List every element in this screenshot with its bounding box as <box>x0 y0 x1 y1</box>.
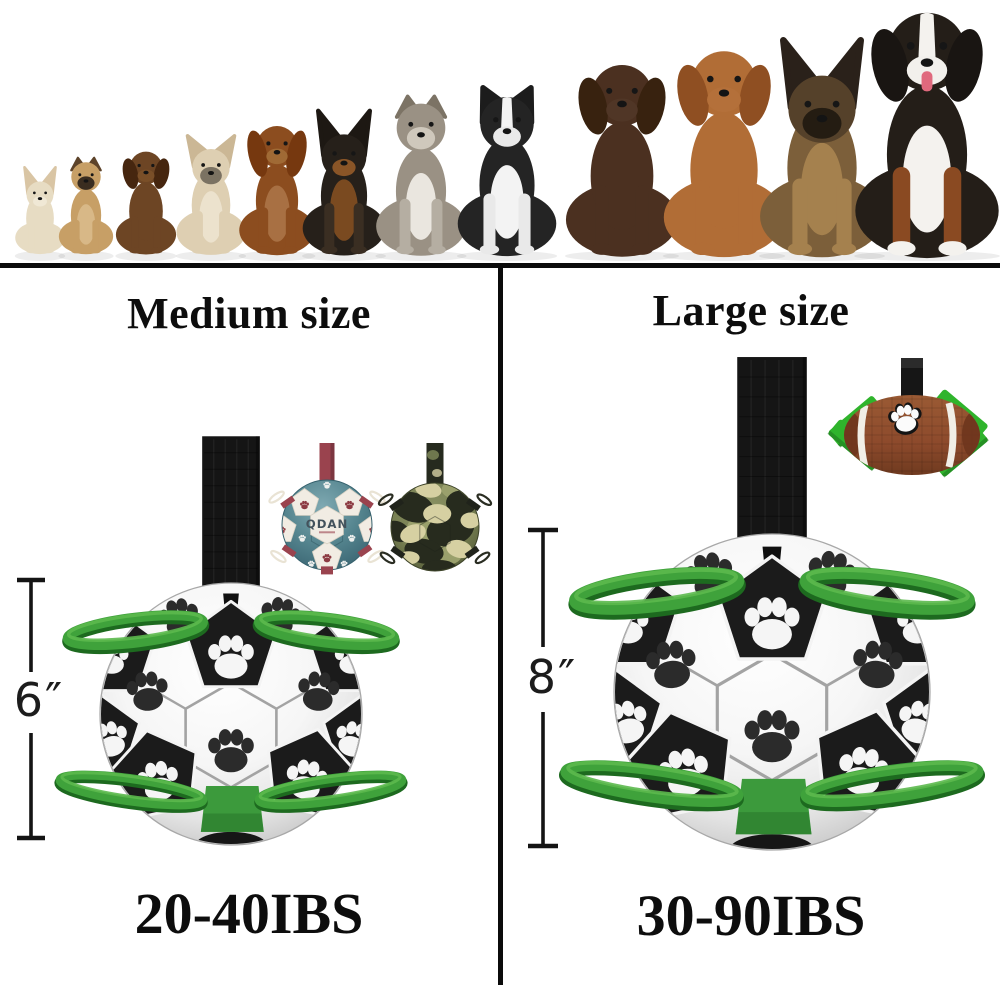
white-paw-print <box>298 534 306 542</box>
red-paw-print <box>300 500 309 510</box>
dog-ear <box>636 77 666 135</box>
dog-ear <box>578 77 608 135</box>
green-handle <box>800 760 986 812</box>
green-handle <box>62 610 210 655</box>
red-paw-print <box>345 500 354 510</box>
dog-ear <box>153 158 170 189</box>
green-handle <box>568 566 746 620</box>
dog-chocolate-labrador <box>565 65 679 261</box>
white-paw-print <box>307 560 315 568</box>
dog-ear <box>247 130 268 177</box>
dog-ear <box>945 29 983 102</box>
dog-border-collie <box>456 84 558 261</box>
medium-size-title: Medium size <box>127 289 371 338</box>
large-soccer-ball <box>558 357 986 851</box>
white-paw-print <box>744 597 800 650</box>
dog-french-bulldog <box>175 134 247 261</box>
large-size-title: Large size <box>652 286 850 335</box>
medium-height-bracket <box>17 577 45 841</box>
white-paw-print <box>323 481 331 489</box>
black-paw-print <box>208 729 254 773</box>
football-paw-toy-thumbnail <box>827 358 989 478</box>
white-paw-print <box>891 404 919 432</box>
green-handle <box>254 770 408 813</box>
dog-bulldog <box>375 94 467 261</box>
corner-loop <box>270 549 287 564</box>
black-strap-loop <box>901 358 923 406</box>
corner-loop <box>474 551 491 565</box>
horizontal-divider <box>0 263 1000 268</box>
dog-ear <box>122 158 139 189</box>
top-strap <box>202 436 260 602</box>
large-weight-range: 30-90IBS <box>636 883 866 948</box>
white-paw-print <box>348 534 356 542</box>
black-paw-print <box>298 671 340 711</box>
dog-chihuahua <box>14 165 66 261</box>
camo-strap <box>426 443 444 486</box>
corner-loop <box>379 551 396 565</box>
dog-dachshund <box>115 151 177 261</box>
dog-vizsla <box>662 51 786 261</box>
corner-loop <box>476 493 493 507</box>
dog-german-shepherd <box>759 36 885 261</box>
dog-ear <box>677 64 709 126</box>
camouflage-soccer-ball-thumbnail <box>377 443 493 572</box>
corner-loop <box>268 490 285 504</box>
medium-soccer-ball <box>54 436 408 846</box>
black-paw-print <box>744 710 800 763</box>
dog-pug <box>58 156 114 261</box>
white-paw-print <box>208 635 254 679</box>
red-paw-print <box>322 553 332 563</box>
dog-ear <box>286 130 307 177</box>
corner-loop <box>369 490 386 504</box>
black-paw-print <box>853 640 903 689</box>
red-paw-print <box>282 526 286 534</box>
large-height-label: 8″ <box>526 650 578 704</box>
black-paw-print <box>126 671 168 711</box>
dog-ear <box>871 29 909 102</box>
vertical-divider <box>498 268 503 985</box>
green-handle <box>558 760 744 812</box>
dog-miniature-pinscher <box>302 108 386 261</box>
top-strap <box>737 357 807 557</box>
medium-height-label: 6″ <box>13 673 65 727</box>
corner-loop <box>377 493 394 507</box>
large-height-bracket <box>528 527 558 849</box>
thumbnail-brand-text: QDAN <box>306 517 348 531</box>
teal-paw-soccer-ball-thumbnail: QDAN <box>268 443 386 575</box>
medium-weight-range: 20-40IBS <box>134 881 364 946</box>
dog-breeds-lineup <box>14 12 1000 261</box>
football-body <box>844 395 980 475</box>
green-handle <box>54 770 208 813</box>
dog-ear <box>739 64 771 126</box>
green-handle <box>798 566 976 620</box>
black-paw-print <box>646 640 696 689</box>
dog-cavalier-spaniel <box>238 126 316 261</box>
green-handle <box>252 610 400 655</box>
dog-bernese-mountain-dog <box>854 12 1000 261</box>
